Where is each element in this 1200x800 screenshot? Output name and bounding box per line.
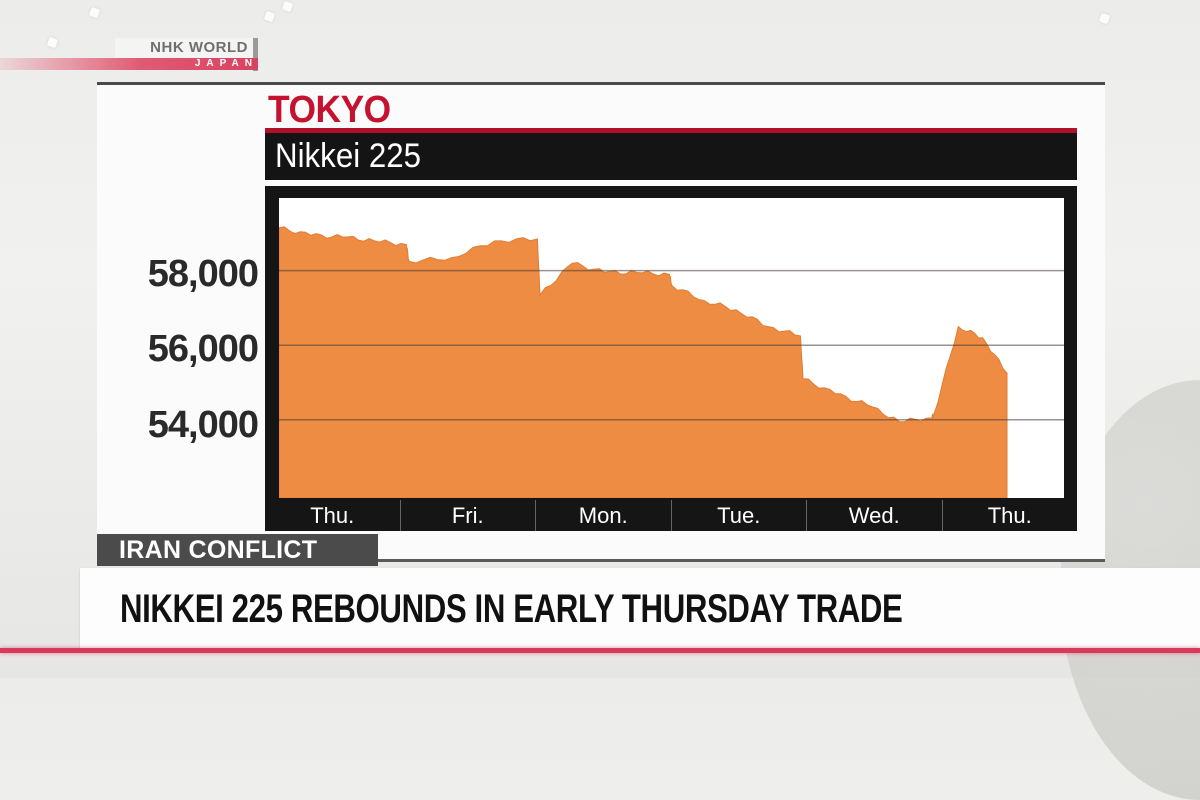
area-chart <box>279 226 1064 498</box>
index-title: Nikkei 225 <box>275 137 422 175</box>
x-tick-label: Wed. <box>806 500 942 531</box>
index-title-bar: Nikkei 225 <box>265 133 1077 180</box>
nhk-world-logo: NHK WORLD <box>115 38 260 72</box>
y-tick-label: 58,000 <box>147 253 259 295</box>
y-tick-label: 56,000 <box>147 328 259 370</box>
x-tick-label: Mon. <box>535 500 671 531</box>
logo-sub-text: JAPAN <box>194 58 258 69</box>
headline-text: NIKKEI 225 REBOUNDS IN EARLY THURSDAY TR… <box>120 587 903 631</box>
gridlines <box>279 269 1064 421</box>
x-axis-bar: Thu. Fri. Mon. Tue. Wed. Thu. <box>265 500 1077 531</box>
headline-banner: NIKKEI 225 REBOUNDS IN EARLY THURSDAY TR… <box>80 568 1200 648</box>
background-sparkle <box>263 10 276 23</box>
logo-accent-bar <box>253 38 258 71</box>
logo-wordmark: NHK WORLD <box>115 38 253 58</box>
logo-pink-strip <box>0 58 258 70</box>
topic-tag: IRAN CONFLICT <box>97 534 378 566</box>
city-title: TOKYO <box>268 89 391 131</box>
logo-main-text: NHK WORLD <box>150 39 248 56</box>
red-divider <box>265 128 1077 133</box>
plot-area <box>279 198 1064 498</box>
background-sparkle <box>281 0 294 13</box>
x-tick-label: Thu. <box>310 503 355 528</box>
x-tick-label: Fri. <box>399 500 536 531</box>
ticker-pink-rule <box>0 648 1200 653</box>
background-sparkle <box>46 36 59 49</box>
x-tick-label: Tue. <box>670 500 807 531</box>
x-tick-label: Thu. <box>941 500 1078 531</box>
background-sparkle <box>88 6 101 19</box>
background-sparkle <box>1098 12 1111 25</box>
index-area <box>279 226 1008 498</box>
y-tick-label: 54,000 <box>147 404 259 446</box>
